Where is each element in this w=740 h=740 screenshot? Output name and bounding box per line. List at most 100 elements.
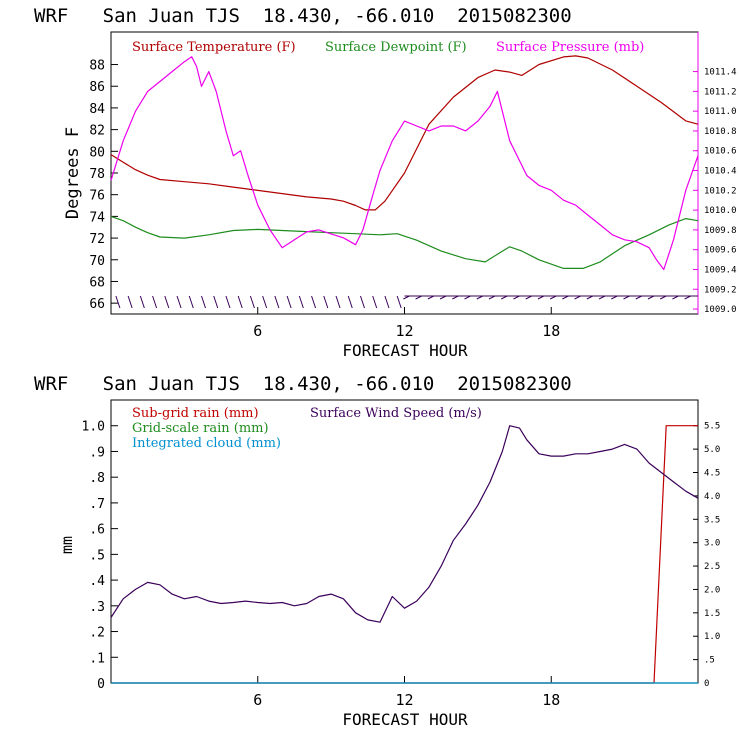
wind-barb — [396, 295, 402, 309]
y2-tick-label: 1.0 — [704, 632, 720, 642]
wind-barb — [298, 295, 304, 309]
y2-ticks: 0 .5 1.0 1.5 2.0 2.5 3.0 3.5 4.0 4.5 5.0 5.5 — [693, 422, 720, 689]
wind-barb — [537, 295, 545, 300]
chart-title: WRF San Juan TJS 18.430, -66.010 2015082… — [34, 5, 572, 27]
pressure-line — [110, 56, 699, 271]
y-tick-label: 76 — [89, 189, 105, 204]
legend-wind-speed: Surface Wind Speed (m/s) — [310, 406, 482, 421]
y-tick-label: 66 — [89, 297, 105, 312]
series-group — [110, 425, 699, 684]
wind-barb — [586, 295, 594, 300]
y-tick-label: 68 — [89, 275, 105, 290]
wind-barb — [562, 295, 569, 300]
y-tick-label: 88 — [89, 59, 105, 74]
wind-barb — [427, 295, 435, 300]
wind-barb — [347, 295, 353, 309]
y2-tick-label: 0 — [704, 679, 709, 689]
y2-tick-label: 1009.8 — [704, 226, 737, 236]
wind-barb — [384, 295, 390, 309]
wind-barb — [152, 295, 158, 309]
y2-tick-label: 5.0 — [704, 445, 720, 455]
x-tick-label: 12 — [395, 691, 413, 709]
temperature-chart: WRF San Juan TJS 18.430, -66.010 2015082… — [34, 5, 737, 360]
wind-barb — [659, 295, 667, 300]
wind-barb — [274, 295, 280, 309]
y2-tick-label: 1011.0 — [704, 107, 737, 117]
y2-tick-label: .5 — [704, 656, 715, 666]
wind-barb — [513, 295, 520, 300]
y-tick-label: 86 — [89, 80, 105, 95]
wind-barb — [635, 295, 642, 300]
wind-barb — [311, 295, 317, 309]
x-tick-label: 12 — [395, 322, 413, 340]
legend-integrated-cloud: Integrated cloud (mm) — [132, 436, 281, 451]
series-group — [110, 55, 699, 271]
x-tick-label: 18 — [542, 691, 560, 709]
y2-tick-label: 5.5 — [704, 422, 720, 432]
dewpoint-line — [110, 215, 699, 269]
temperature-line — [110, 55, 699, 211]
y-tick-label: .6 — [89, 523, 105, 538]
legend-subgrid-rain: Sub-grid rain (mm) — [132, 406, 259, 421]
wind-barb — [415, 295, 422, 300]
wind-barb — [127, 295, 133, 309]
y-tick-label: .3 — [89, 600, 105, 615]
y2-tick-label: 4.0 — [704, 492, 720, 502]
y-tick-label: .5 — [89, 548, 105, 563]
wind-barbs — [115, 295, 698, 309]
y2-tick-label: 4.5 — [704, 469, 720, 479]
x-axis-label: FORECAST HOUR — [342, 710, 468, 729]
precipitation-chart: WRF San Juan TJS 18.430, -66.010 2015082… — [34, 373, 720, 729]
wind-speed-line — [110, 425, 699, 623]
y2-tick-label: 1010.8 — [704, 127, 737, 137]
wind-barb — [488, 295, 496, 300]
legend-dewpoint: Surface Dewpoint (F) — [325, 40, 467, 55]
y2-tick-label: 1010.2 — [704, 186, 737, 196]
x-ticks: 6 12 18 — [253, 676, 560, 709]
wind-barb — [623, 295, 630, 300]
y-tick-label: 84 — [89, 102, 105, 117]
legend-pressure: Surface Pressure (mb) — [496, 40, 644, 55]
y-axis-label: Degrees F — [63, 127, 83, 219]
wind-barb — [476, 295, 483, 300]
y-tick-label: .2 — [89, 626, 105, 641]
wind-barb — [439, 295, 447, 300]
legend-gridscale-rain: Grid-scale rain (mm) — [132, 421, 269, 436]
wind-barb — [176, 295, 182, 309]
wind-barb — [372, 295, 378, 309]
y-tick-label: .1 — [89, 651, 105, 666]
wind-barb — [249, 295, 255, 309]
y-tick-label: .9 — [89, 445, 105, 460]
y2-ticks: 1009.0 1009.2 1009.4 1009.6 1009.8 1010.0 1010… — [693, 68, 737, 315]
wind-barb — [611, 295, 618, 300]
wind-barb — [647, 295, 655, 300]
wind-barb — [323, 295, 329, 309]
wind-barb — [201, 295, 206, 309]
y2-tick-label: 1009.6 — [704, 246, 737, 256]
legend-temperature: Surface Temperature (F) — [132, 40, 296, 55]
x-tick-label: 18 — [542, 322, 560, 340]
wind-barb — [139, 295, 145, 309]
x-ticks: 6 12 18 — [253, 307, 560, 340]
y2-tick-label: 1009.2 — [704, 285, 737, 295]
subgrid-rain-line — [111, 425, 698, 684]
y-axis-label: mm — [58, 536, 76, 554]
wind-barb — [464, 295, 471, 300]
chart-title: WRF San Juan TJS 18.430, -66.010 2015082… — [34, 373, 572, 395]
wind-barb — [360, 295, 365, 309]
y2-tick-label: 1010.0 — [704, 206, 737, 216]
wind-barb — [286, 295, 292, 309]
wind-barb — [598, 295, 606, 300]
y2-tick-label: 3.0 — [704, 539, 720, 549]
y2-tick-label: 1011.2 — [704, 87, 737, 97]
y2-tick-label: 2.5 — [704, 562, 720, 572]
wind-barb — [225, 295, 231, 309]
wind-barb — [115, 295, 121, 309]
wind-barb — [213, 295, 219, 309]
y2-tick-label: 1010.4 — [704, 167, 737, 177]
wind-barb — [549, 295, 557, 300]
y2-tick-label: 1010.6 — [704, 147, 737, 157]
wind-barb — [452, 295, 459, 300]
wind-barb — [188, 295, 194, 309]
